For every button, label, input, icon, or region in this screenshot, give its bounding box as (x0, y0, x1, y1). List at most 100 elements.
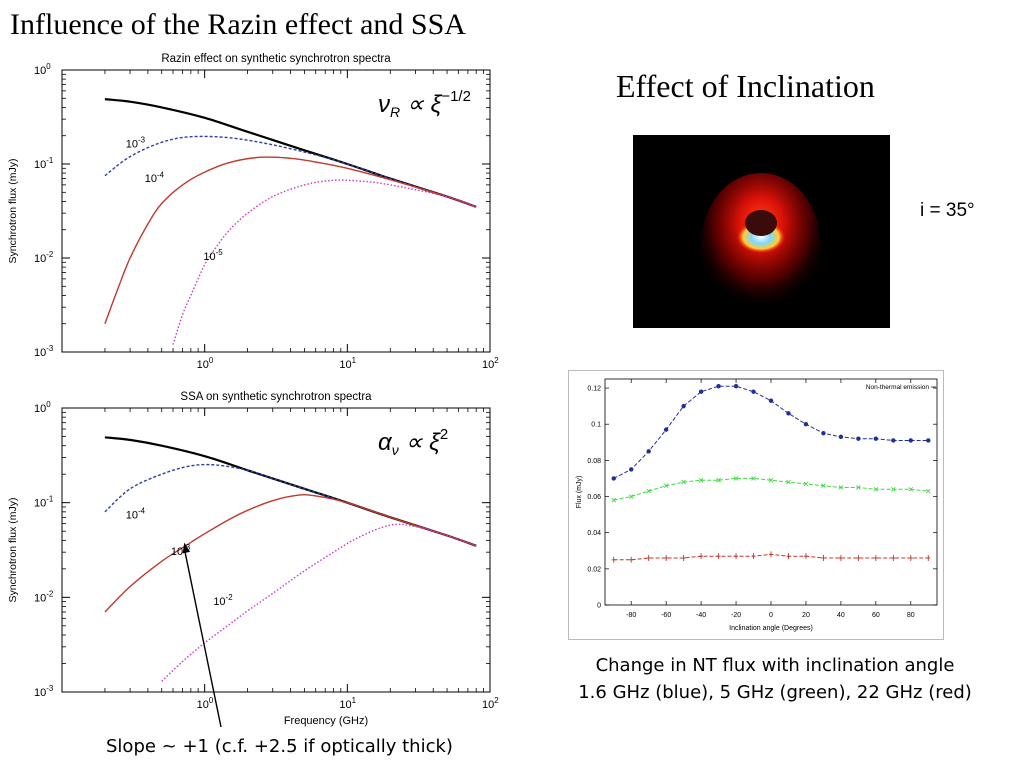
incl-point-green (803, 481, 809, 487)
incl-y-axis-label: Flux (mJy) (576, 476, 583, 509)
incl-point-green (908, 486, 914, 492)
incl-x-tick-label: 60 (872, 612, 880, 619)
incl-point-red (664, 554, 669, 561)
incl-x-tick-label: 40 (837, 612, 845, 619)
spectrum-curve-1 (104, 135, 477, 208)
incl-point-blue (646, 449, 651, 454)
incl-point-blue (768, 398, 774, 403)
incl-point-green (698, 477, 704, 483)
incl-point-blue (838, 434, 844, 440)
incl-y-tick-label: 0.12 (587, 386, 601, 393)
x-tick-label: 101 (339, 356, 356, 371)
incl-point-red (856, 554, 861, 561)
incl-y-tick-label: 0.02 (587, 566, 601, 573)
incl-point-red (646, 554, 651, 561)
incl-point-blue (698, 389, 704, 394)
incl-point-blue (611, 476, 616, 481)
incl-point-blue (803, 422, 809, 427)
inclination-disk-image (633, 135, 890, 328)
incl-point-blue (821, 431, 826, 436)
incl-point-green (611, 497, 617, 503)
incl-point-green (751, 476, 756, 481)
incl-point-green (733, 476, 739, 481)
incl-point-blue (629, 467, 634, 472)
incl-x-tick-label: -40 (696, 612, 706, 619)
y-tick-label: 10-1 (34, 495, 54, 510)
incl-point-green (873, 486, 879, 492)
y-tick-label: 10-3 (34, 344, 54, 359)
curve-label: 10-5 (203, 248, 223, 263)
curve-label: 10-4 (145, 170, 165, 185)
incl-point-red (838, 554, 843, 561)
incl-point-red (681, 554, 686, 561)
razin-plot: Razin effect on synthetic synchrotron sp… (7, 53, 499, 371)
formula-label: αν ∝ ξ2 (378, 426, 448, 458)
plot-frame (61, 407, 491, 693)
slope-arrow-line (183, 548, 222, 728)
incl-point-green (768, 477, 774, 483)
incl-x-tick-label: 0 (769, 612, 773, 619)
incl-point-red (873, 554, 878, 561)
incl-point-blue (751, 389, 756, 394)
curve-label: 10-3 (126, 135, 146, 150)
incl-point-red (891, 554, 896, 561)
inclination-section-title: Effect of Inclination (616, 68, 875, 104)
incl-x-tick-label: -20 (731, 612, 741, 619)
y-axis-label: Synchrotron flux (mJy) (7, 497, 19, 602)
incl-x-tick-label: 80 (907, 612, 915, 619)
incl-point-green (838, 485, 844, 490)
y-axis-label: Synchrotron flux (mJy) (7, 158, 19, 263)
incl-x-tick-label: -60 (661, 612, 671, 619)
spectrum-curve-3 (172, 179, 477, 345)
x-tick-label: 101 (339, 696, 356, 711)
inclination-caption: Change in NT flux with inclination angle… (530, 652, 1020, 706)
incl-point-red (751, 553, 756, 560)
incl-y-tick-label: 0.04 (587, 530, 601, 537)
y-tick-label: 100 (34, 400, 51, 415)
incl-point-blue (786, 411, 791, 416)
incl-point-blue (663, 427, 669, 432)
incl-point-blue (716, 384, 721, 389)
caption-line-1: Change in NT flux with inclination angle (595, 655, 955, 676)
incl-point-blue (733, 384, 739, 389)
spectrum-curve-1 (104, 463, 477, 547)
x-tick-label: 102 (482, 356, 499, 371)
incl-x-axis-label: Inclination angle (Degrees) (729, 625, 813, 632)
incl-point-red (611, 556, 616, 563)
incl-x-tick-label: 20 (802, 612, 810, 619)
curve-label: 10-2 (213, 593, 232, 608)
incl-point-red (926, 554, 931, 561)
incl-point-red (699, 553, 704, 560)
incl-point-green (716, 477, 721, 483)
incl-y-tick-label: 0.1 (591, 422, 601, 429)
inclination-flux-chart: -80 -60 -40 -20 0 20 40 60 80 0 0.02 0.04 0.06 0.08 0.… (568, 370, 944, 640)
x-tick-label: 102 (482, 696, 499, 711)
y-tick-label: 10-2 (34, 589, 53, 604)
x-tick-label: 100 (197, 696, 214, 711)
incl-point-red (803, 553, 808, 560)
slope-arrow-head (182, 542, 191, 554)
slope-note: Slope ~ +1 (c.f. +2.5 if optically thick… (106, 736, 453, 757)
plot-title: SSA on synthetic synchrotron spectra (180, 391, 372, 403)
y-tick-label: 10-1 (34, 156, 54, 171)
incl-legend-label: Non-thermal emission (866, 384, 930, 391)
incl-point-green (821, 483, 826, 488)
formula-label: νR ∝ ξ−1/2 (378, 88, 471, 120)
incl-point-green (786, 479, 791, 485)
disk-emission-graphic (701, 173, 821, 317)
incl-point-green (663, 483, 669, 488)
x-axis-label: Frequency (GHz) (284, 715, 368, 727)
incl-point-blue (681, 403, 686, 409)
plot-title: Razin effect on synthetic synchrotron sp… (161, 53, 391, 65)
incl-point-blue (926, 438, 931, 443)
incl-y-tick-label: 0.08 (587, 458, 601, 465)
incl-point-red (908, 554, 913, 561)
incl-point-red (716, 553, 721, 560)
incl-y-tick-label: 0 (597, 603, 601, 610)
incl-x-tick-label: -80 (626, 612, 636, 619)
incl-point-red (734, 553, 739, 560)
incl-point-red (786, 553, 791, 560)
spectrum-curve-2 (104, 494, 477, 613)
y-tick-label: 100 (34, 62, 51, 77)
incl-point-blue (891, 438, 896, 443)
